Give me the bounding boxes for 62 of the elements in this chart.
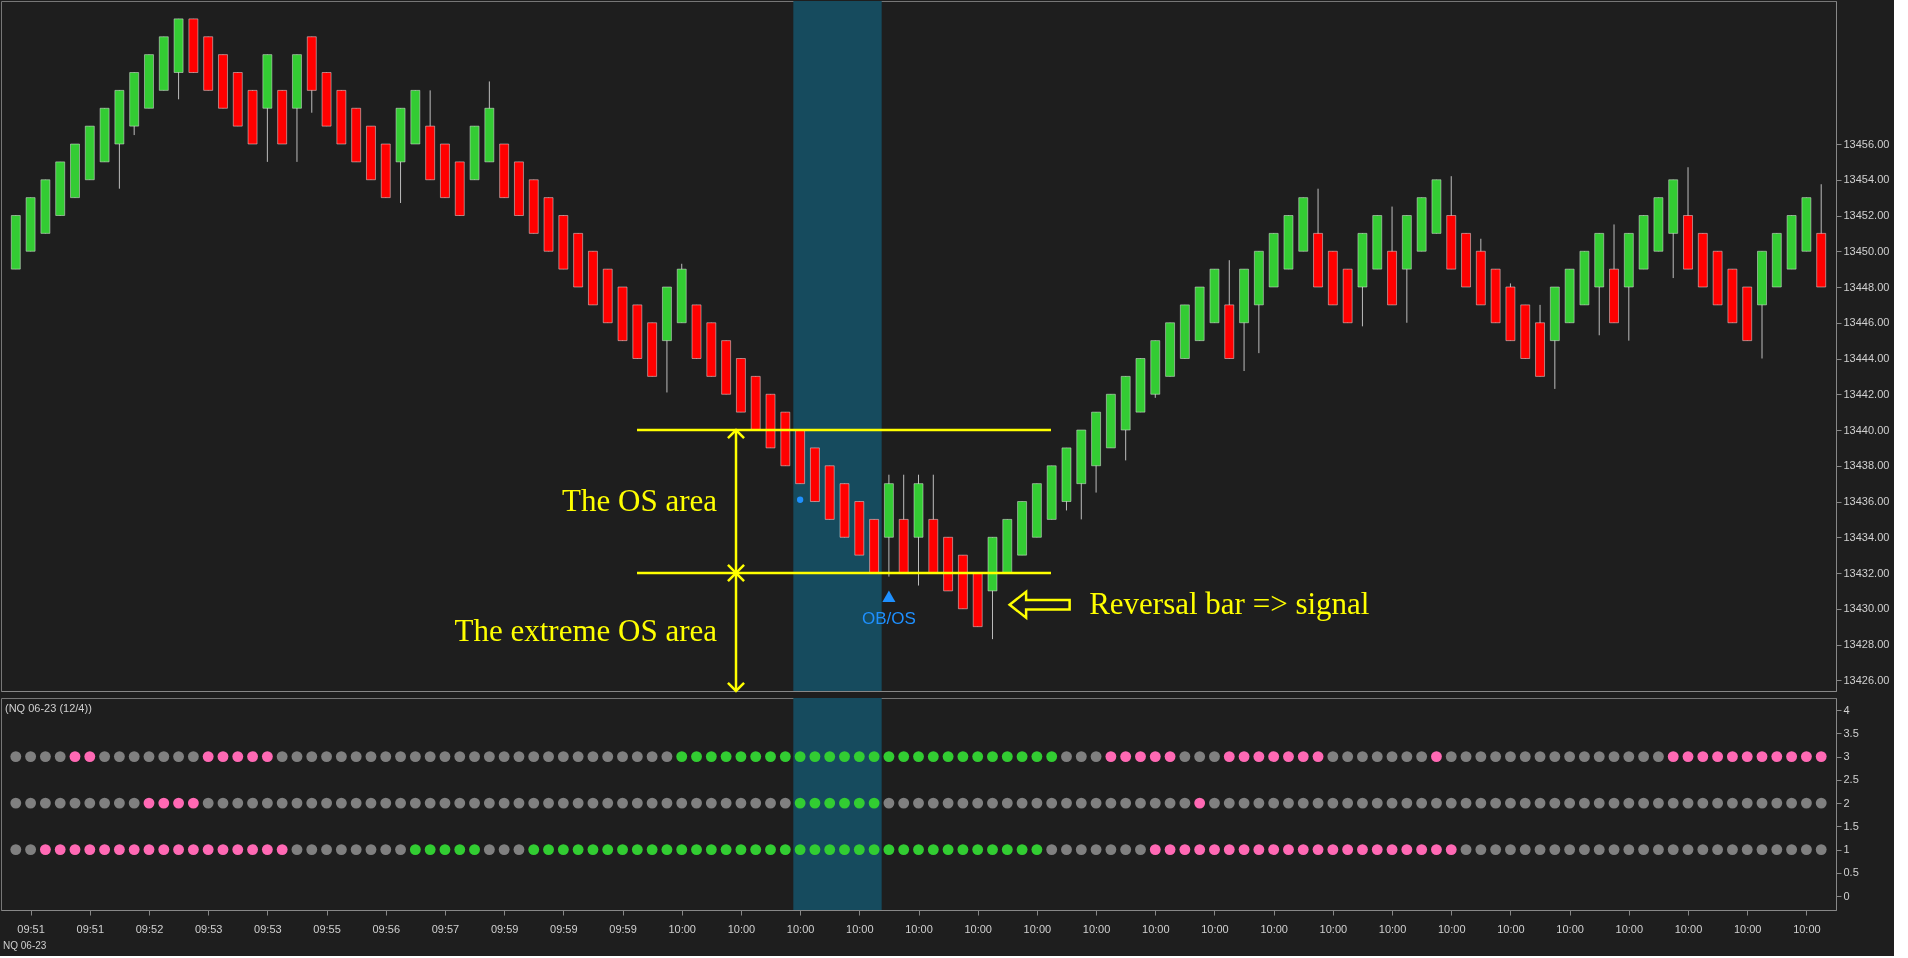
x-tick-label: 10:00 (1378, 922, 1407, 935)
annotation: Reversal bar => signal (1089, 585, 1370, 621)
text: NQ 06-23 (3, 940, 47, 951)
x-tick-label: 09:51 (17, 922, 45, 935)
y-tick-label: 13436.00 (1843, 495, 1890, 508)
x-tick-label: 10:00 (846, 922, 874, 935)
x-tick-label: 10:00 (727, 922, 756, 935)
y-tick-label: 13440.00 (1843, 423, 1890, 436)
x-tick-label: 09:56 (372, 922, 401, 935)
annotation: The OS area (562, 482, 718, 518)
y-tick-label: 13454.00 (1843, 173, 1890, 186)
x-tick-label: 10:00 (1260, 922, 1288, 935)
y-tick-label: 0.5 (1843, 866, 1859, 879)
y-tick-label: 13426.00 (1843, 673, 1890, 686)
x-tick-label: 10:00 (1556, 922, 1584, 935)
x-tick-label: 10:00 (1142, 922, 1170, 935)
x-tick-label: 10:00 (1793, 922, 1821, 935)
y-tick-label: 13448.00 (1843, 280, 1890, 293)
y-tick-label: 13452.00 (1843, 209, 1890, 222)
y-tick-label: 13432.00 (1843, 566, 1890, 579)
x-tick-label: 10:00 (1023, 922, 1052, 935)
y-tick-label: 2.5 (1843, 773, 1859, 786)
x-tick-label: 10:00 (964, 922, 992, 935)
y-tick-label: 13428.00 (1843, 638, 1890, 651)
x-tick-label: 10:00 (668, 922, 696, 935)
y-tick-label: 1 (1843, 843, 1850, 856)
x-tick-label: 10:00 (1615, 922, 1644, 935)
y-tick-label: 0 (1843, 889, 1850, 902)
y-tick-label: 13446.00 (1843, 316, 1890, 329)
y-tick-label: 13444.00 (1843, 352, 1890, 365)
x-tick-label: 09:53 (254, 922, 282, 935)
series-label: OB/OS (861, 609, 916, 629)
x-tick-label: 10:00 (1319, 922, 1348, 935)
x-tick-label: 10:00 (1437, 922, 1466, 935)
y-tick-label: 13438.00 (1843, 459, 1890, 472)
x-tick-label: 10:00 (786, 922, 815, 935)
y-tick-label: 13450.00 (1843, 244, 1890, 257)
x-tick-label: 09:57 (431, 922, 460, 935)
y-tick-label: 13434.00 (1843, 530, 1890, 543)
x-tick-label: 09:51 (76, 922, 105, 935)
x-tick-label: 09:52 (135, 922, 164, 935)
x-tick-label: 09:55 (313, 922, 341, 935)
x-tick-label: 10:00 (905, 922, 933, 935)
y-tick-label: 1.5 (1843, 819, 1859, 832)
y-tick-label: 4 (1843, 703, 1850, 716)
x-tick-label: 09:53 (194, 922, 223, 935)
x-tick-label: 09:59 (490, 922, 519, 935)
x-tick-label: 10:00 (1497, 922, 1525, 935)
x-tick-label: 10:00 (1082, 922, 1111, 935)
x-tick-label: 10:00 (1201, 922, 1229, 935)
x-tick-label: 09:59 (609, 922, 637, 935)
y-tick-label: 13430.00 (1843, 602, 1890, 615)
chart-title: (NQ 06-23 (12/4)) (5, 702, 92, 714)
y-tick-label: 2 (1843, 796, 1850, 809)
x-tick-label: 09:59 (550, 922, 578, 935)
y-tick-label: 13442.00 (1843, 387, 1890, 400)
y-tick-label: 13456.00 (1843, 137, 1890, 150)
y-tick-label: 3.5 (1843, 726, 1859, 739)
x-tick-label: 10:00 (1674, 922, 1703, 935)
y-tick-label: 3 (1843, 750, 1850, 763)
x-tick-label: 10:00 (1733, 922, 1762, 935)
annotation: The extreme OS area (454, 613, 718, 649)
